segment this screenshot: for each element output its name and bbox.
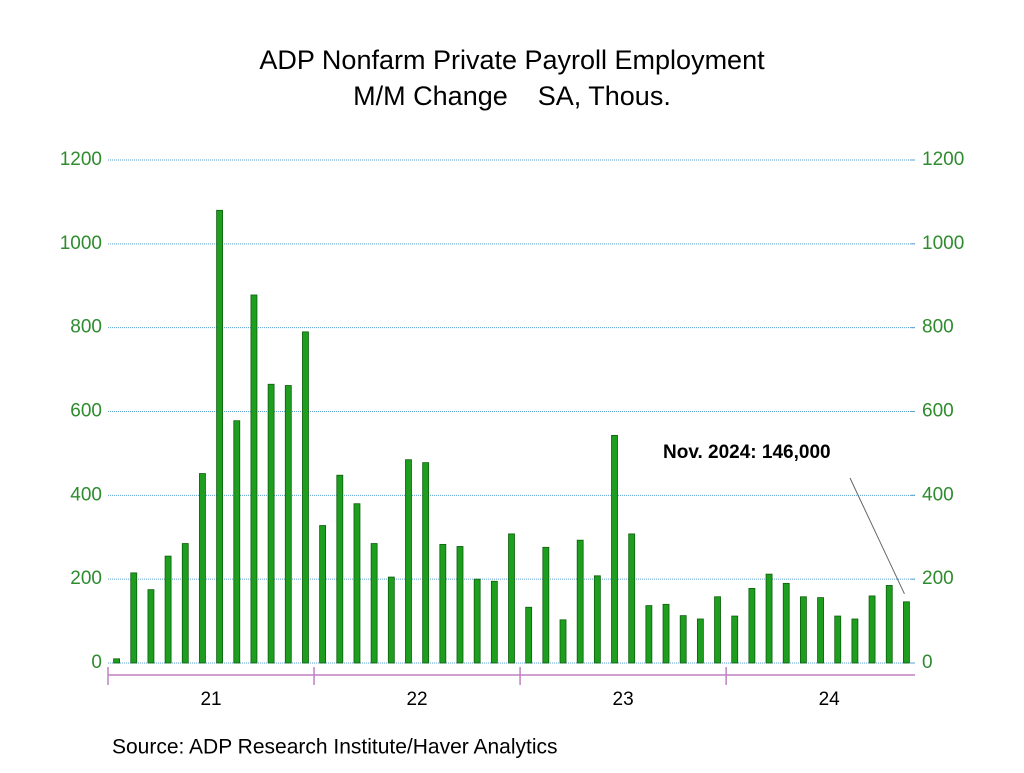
bar: [267, 383, 275, 664]
bar: [542, 546, 550, 664]
bar: [422, 462, 430, 664]
y-tick-label: 1200: [60, 149, 102, 170]
x-tick-label: 23: [613, 689, 634, 710]
bar: [679, 615, 687, 664]
bar: [284, 385, 292, 664]
y2-tick-label: 200: [922, 568, 954, 589]
bar: [696, 618, 704, 664]
bar: [593, 575, 601, 664]
y-tick-label: 0: [91, 652, 102, 673]
bar: [302, 331, 309, 664]
bar: [490, 580, 498, 664]
bar: [834, 615, 842, 664]
y-tick-label: 800: [70, 317, 102, 338]
y-tick-label: 400: [70, 484, 102, 505]
x-tick-label: 22: [406, 689, 427, 710]
bar: [370, 543, 378, 664]
bar: [662, 603, 670, 664]
bar: [199, 473, 206, 664]
bar: [748, 587, 756, 664]
bar: [611, 434, 618, 664]
x-tick-label: 24: [819, 689, 841, 710]
bar: [147, 589, 155, 664]
bar: [731, 615, 739, 664]
annotation: Nov. 2024: 146,000: [663, 442, 831, 463]
bar: [456, 546, 464, 664]
bar: [216, 209, 224, 664]
bar: [714, 596, 721, 664]
y2-tick-label: 1200: [922, 149, 964, 170]
bar: [903, 601, 910, 664]
bar: [113, 658, 120, 664]
y2-tick-label: 600: [922, 401, 954, 422]
bar: [336, 474, 344, 664]
chart-title: ADP Nonfarm Private Payroll Employment: [259, 45, 765, 75]
y2-tick-label: 800: [922, 317, 954, 338]
bar: [181, 543, 189, 664]
bar: [164, 555, 172, 664]
source: Source: ADP Research Institute/Haver Ana…: [112, 736, 558, 759]
bar: [765, 573, 773, 664]
bar: [250, 294, 258, 664]
bar: [885, 585, 893, 664]
bar: [353, 503, 361, 664]
x-tick-label: 21: [200, 689, 221, 710]
bar: [782, 582, 790, 664]
y2-tick-label: 0: [922, 652, 933, 673]
bar: [405, 459, 412, 664]
chart-subtitle: M/M Change SA, Thous.: [353, 81, 671, 111]
y-tick-label: 200: [70, 568, 102, 589]
annotation-leader: [849, 477, 905, 595]
y2-tick-label: 400: [922, 484, 954, 505]
bar: [130, 572, 138, 664]
bar: [868, 595, 876, 664]
bar: [851, 618, 859, 664]
bar: [559, 619, 567, 664]
y-tick-label: 600: [70, 401, 102, 422]
bar: [473, 578, 481, 664]
y2-tick-label: 1000: [922, 233, 964, 254]
bar: [799, 596, 807, 664]
bar: [387, 576, 395, 664]
bar: [508, 533, 515, 664]
bar: [645, 605, 653, 664]
y-tick-label: 1000: [60, 233, 102, 254]
bar: [233, 420, 241, 664]
bar: [319, 525, 327, 664]
bar: [576, 539, 584, 664]
bar: [525, 606, 533, 664]
bar: [628, 533, 636, 664]
bar: [439, 543, 447, 664]
bar: [817, 597, 824, 664]
